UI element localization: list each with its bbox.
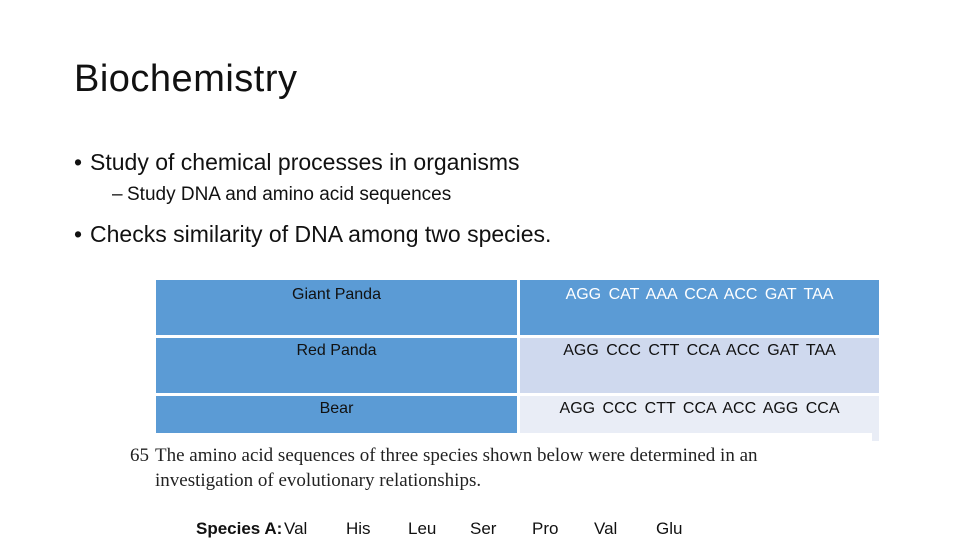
slide-title: Biochemistry [74, 58, 298, 100]
bullet-1-text: Study of chemical processes in organisms [90, 149, 520, 175]
species-label: Species A: [196, 519, 283, 538]
scanned-question-image: 65 The amino acid sequences of three spec… [112, 433, 872, 540]
species-cell: Red Panda [156, 336, 520, 396]
bullet-2: • Checks similarity of DNA among two spec… [74, 221, 551, 248]
question-number: 65 [130, 445, 149, 466]
table-row: Red Panda AGG CCC CTT CCA ACC GAT TAA [156, 336, 879, 396]
amino-acid: Ser [470, 519, 497, 538]
amino-acid: Val [284, 519, 308, 538]
dna-sequence-table: Giant Panda AGG CAT AAA CCA ACC GAT TAA … [156, 280, 879, 444]
table-row: Giant Panda AGG CAT AAA CCA ACC GAT TAA [156, 280, 879, 338]
sequence-cell: AGG CAT AAA CCA ACC GAT TAA [518, 280, 879, 338]
sub-bullet-dash: – [112, 184, 123, 205]
amino-acid: Val [594, 519, 618, 538]
species-a-row: Species A: Val His Leu Ser Pro Val Glu [196, 519, 718, 539]
bullet-1: • Study of chemical processes in organism… [74, 149, 520, 176]
amino-acid: Glu [656, 519, 683, 538]
amino-acid: His [346, 519, 371, 538]
question-text-1: The amino acid sequences of three specie… [155, 445, 758, 466]
bullet-dot: • [74, 149, 83, 175]
sub-bullet-1-text: Study DNA and amino acid sequences [127, 184, 452, 205]
species-cell: Giant Panda [156, 280, 520, 338]
amino-acid: Pro [532, 519, 559, 538]
question-line-1: 65 The amino acid sequences of three spec… [130, 445, 758, 467]
bullet-2-text: Checks similarity of DNA among two speci… [90, 221, 552, 247]
sub-bullet-1: – Study DNA and amino acid sequences [112, 184, 451, 206]
question-line-2: investigation of evolutionary relationsh… [155, 470, 482, 491]
bullet-dot: • [74, 221, 83, 247]
sequence-cell: AGG CCC CTT CCA ACC GAT TAA [518, 336, 879, 396]
amino-acid: Leu [408, 519, 437, 538]
